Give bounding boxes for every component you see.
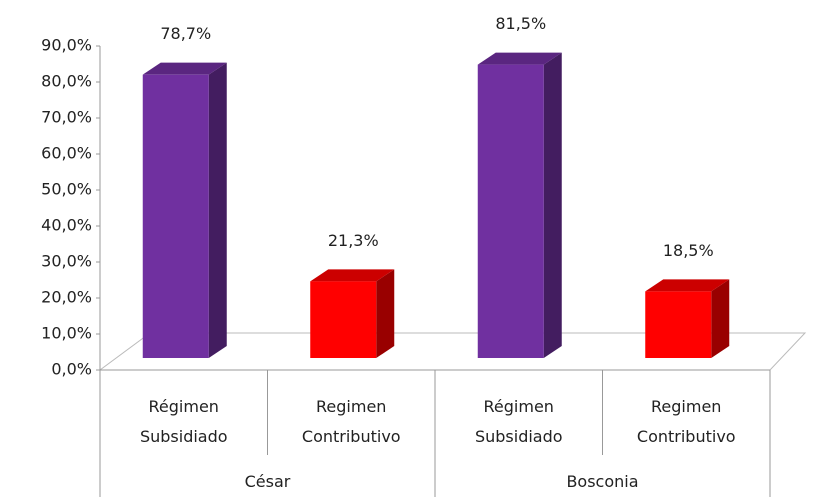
bar-top <box>142 62 227 75</box>
y-tick-label: 0,0% <box>51 360 92 379</box>
value-label: 81,5% <box>495 14 546 33</box>
bar-side <box>208 62 227 359</box>
bar-side <box>711 279 730 358</box>
group-label: Bosconia <box>566 472 639 491</box>
bar <box>645 291 712 358</box>
value-label: 21,3% <box>328 231 379 250</box>
bar <box>310 281 377 358</box>
y-tick-label: 50,0% <box>41 180 92 199</box>
x-tick-label: Régimen Subsidiado <box>139 397 228 446</box>
y-tick-label: 60,0% <box>41 144 92 163</box>
value-label: 78,7% <box>160 24 211 43</box>
x-tick-label: Regimen Contributivo <box>636 397 736 446</box>
y-tick-label: 40,0% <box>41 216 92 235</box>
x-tick-label: Regimen Contributivo <box>301 397 401 446</box>
value-label: 18,5% <box>663 241 714 260</box>
bar-top <box>477 52 562 65</box>
bar <box>477 64 544 358</box>
bar-side <box>543 52 562 358</box>
bar-top <box>645 279 730 292</box>
y-tick-label: 80,0% <box>41 72 92 91</box>
y-tick-label: 10,0% <box>41 324 92 343</box>
bar-top <box>310 269 395 282</box>
y-tick-label: 30,0% <box>41 252 92 271</box>
group-label: César <box>244 472 291 491</box>
y-tick-label: 90,0% <box>41 36 92 55</box>
bar <box>142 74 209 359</box>
y-tick-label: 20,0% <box>41 288 92 307</box>
bar-side <box>376 269 395 358</box>
y-tick-label: 70,0% <box>41 108 92 127</box>
x-tick-label: Régimen Subsidiado <box>474 397 563 446</box>
